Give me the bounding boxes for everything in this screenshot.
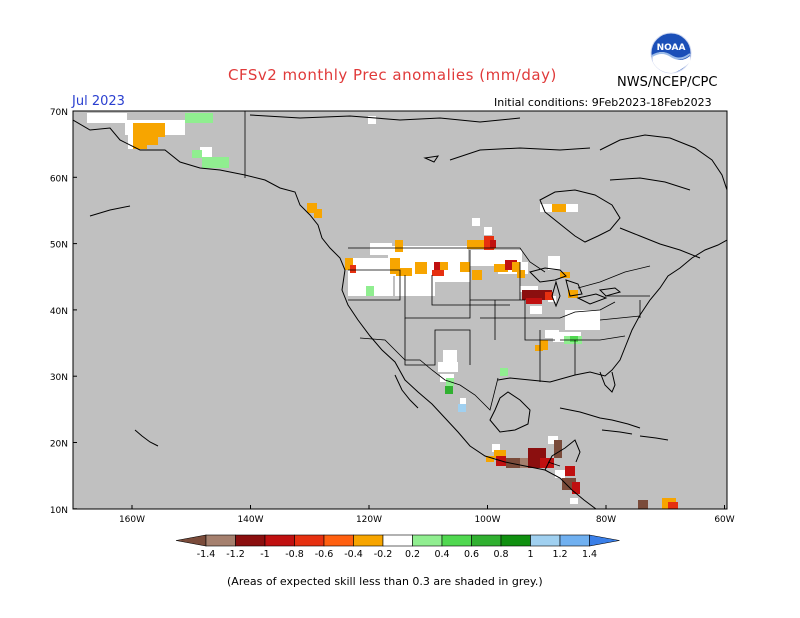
colorbar-label: 1.4 — [582, 549, 597, 560]
colorbar-cell — [589, 534, 620, 547]
lat-label: 40N — [50, 307, 68, 317]
lon-label: 60W — [714, 515, 734, 525]
dry-anomaly-patches — [133, 123, 678, 509]
skill-grey-background — [73, 111, 727, 509]
colorbar-label: 1.2 — [552, 549, 567, 560]
colorbar-cell — [205, 534, 236, 547]
colorbar-cell — [500, 534, 531, 547]
colorbar-label: 1 — [527, 549, 533, 560]
latitude-labels: 70N 60N 50N 40N 30N 20N 10N — [50, 108, 68, 516]
longitude-labels: 160W 140W 120W 100W 80W 60W — [119, 515, 735, 525]
lat-label: 10N — [50, 506, 68, 516]
colorbar-label: 0.8 — [493, 549, 508, 560]
skill-footnote: (Areas of expected skill less than 0.3 a… — [227, 575, 543, 588]
colorbar-label: -0.6 — [315, 549, 334, 560]
colorbar-cell — [559, 534, 590, 547]
colorbar-label: -0.8 — [285, 549, 304, 560]
colorbar-cell — [264, 534, 295, 547]
colorbar-cell — [323, 534, 354, 547]
colorbar-label: 0.6 — [464, 549, 479, 560]
lon-label: 140W — [237, 515, 263, 525]
lat-label: 20N — [50, 440, 68, 450]
colorbar-label: -0.2 — [374, 549, 393, 560]
lat-label: 70N — [50, 108, 68, 118]
forecast-month: Jul 2023 — [72, 94, 125, 109]
noaa-logo: NOAA — [650, 32, 692, 74]
colorbar-cell — [353, 534, 384, 547]
lon-label: 120W — [356, 515, 382, 525]
colorbar-label: -1.2 — [226, 549, 245, 560]
great-lakes — [423, 155, 622, 308]
colorbar-cell — [530, 534, 561, 547]
colorbar-cell — [175, 534, 207, 547]
axis-ticks — [73, 110, 725, 510]
colorbar-label: 0.2 — [405, 549, 420, 560]
lon-label: 160W — [119, 515, 145, 525]
colorbar-label: -1.4 — [197, 549, 216, 560]
colorbar-label: -1 — [260, 549, 269, 560]
colorbar-cell — [441, 534, 472, 547]
lon-label: 80W — [596, 515, 616, 525]
colorbar-cell — [294, 534, 325, 547]
colorbar-cell — [382, 534, 413, 547]
lat-label: 60N — [50, 174, 68, 184]
coastlines — [73, 114, 727, 509]
initial-conditions: Initial conditions: 9Feb2023-18Feb2023 — [494, 96, 712, 109]
logo-text: NOAA — [657, 43, 686, 53]
political-borders — [244, 111, 651, 467]
colorbar-cell — [235, 534, 266, 547]
colorbar-label: 0.4 — [434, 549, 449, 560]
colorbar-cell — [412, 534, 443, 547]
org-label: NWS/NCEP/CPC — [617, 75, 718, 90]
lat-label: 50N — [50, 241, 68, 251]
colorbar-cell — [471, 534, 502, 547]
lat-label: 30N — [50, 373, 68, 383]
colorbar-label: -0.4 — [344, 549, 363, 560]
lon-label: 100W — [474, 515, 500, 525]
